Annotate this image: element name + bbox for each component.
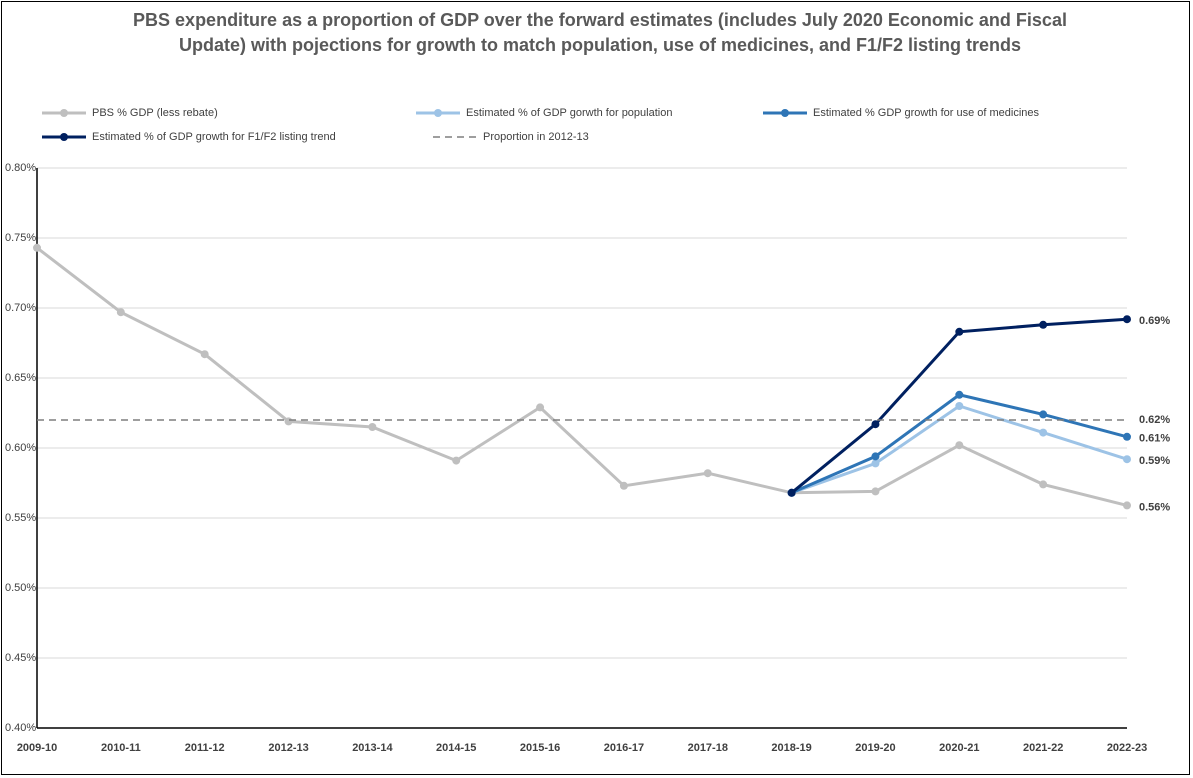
x-tick-label: 2022-23 <box>1107 742 1147 754</box>
chart-title: PBS expenditure as a proportion of GDP o… <box>133 10 1067 55</box>
point <box>955 441 964 450</box>
point <box>955 402 964 410</box>
legend-marker <box>781 109 789 117</box>
point <box>871 459 880 468</box>
data-label: 0.69% <box>1139 315 1170 327</box>
legend-label: Proportion in 2012-13 <box>483 131 589 143</box>
data-label: 0.62% <box>1139 414 1170 426</box>
y-tick-label: 0.60% <box>5 442 36 454</box>
point <box>284 417 293 426</box>
x-tick-label: 2021-22 <box>1023 742 1063 754</box>
point <box>1123 455 1131 464</box>
point <box>200 350 209 359</box>
x-tick-label: 2012-13 <box>268 742 308 754</box>
y-tick-label: 0.65% <box>5 372 36 384</box>
point <box>1123 315 1131 324</box>
x-tick-label: 2018-19 <box>771 742 811 754</box>
point <box>1123 432 1131 441</box>
legend-label: Estimated % of GDP growth for F1/F2 list… <box>92 131 336 143</box>
point <box>33 243 41 252</box>
point <box>871 452 880 461</box>
legend-marker <box>60 109 68 117</box>
point <box>871 487 880 496</box>
point <box>619 481 628 490</box>
x-tick-label: 2020-21 <box>939 742 979 754</box>
x-tick-label: 2009-10 <box>17 742 57 754</box>
point <box>1039 410 1048 419</box>
y-tick-label: 0.80% <box>5 162 36 174</box>
x-tick-label: 2017-18 <box>688 742 728 754</box>
point <box>955 390 964 399</box>
legend-label: Estimated % of GDP gorwth for population <box>466 107 672 119</box>
series-line <box>36 246 1128 507</box>
point <box>452 456 461 465</box>
point <box>116 308 125 317</box>
legend-marker <box>60 133 68 141</box>
point <box>1123 501 1131 510</box>
x-tick-label: 2019-20 <box>855 742 895 754</box>
point <box>1039 428 1048 437</box>
y-tick-label: 0.40% <box>5 722 36 734</box>
x-tick-label: 2014-15 <box>436 742 476 754</box>
point <box>871 420 880 429</box>
x-tick-label: 2013-14 <box>352 742 393 754</box>
point <box>703 469 712 478</box>
y-tick-label: 0.70% <box>5 302 36 314</box>
y-tick-label: 0.45% <box>5 652 36 664</box>
data-label: 0.59% <box>1139 455 1170 467</box>
legend-label: PBS % GDP (less rebate) <box>92 107 218 119</box>
x-tick-label: 2011-12 <box>185 742 225 754</box>
y-tick-label: 0.50% <box>5 582 36 594</box>
point <box>536 403 545 412</box>
legend-label: Estimated % GDP growth for use of medici… <box>813 107 1040 119</box>
x-tick-label: 2010-11 <box>101 742 141 754</box>
y-tick-label: 0.75% <box>5 232 36 244</box>
point <box>368 423 377 431</box>
x-tick-label: 2016-17 <box>604 742 644 754</box>
point <box>955 327 964 336</box>
series-line <box>791 404 1128 495</box>
legend-marker <box>434 109 442 117</box>
point <box>1039 320 1048 329</box>
data-label: 0.61% <box>1139 433 1170 445</box>
data-label: 0.56% <box>1139 501 1170 513</box>
x-tick-label: 2015-16 <box>520 742 560 754</box>
point <box>1039 480 1048 489</box>
y-tick-label: 0.55% <box>5 512 36 524</box>
point <box>787 488 796 497</box>
